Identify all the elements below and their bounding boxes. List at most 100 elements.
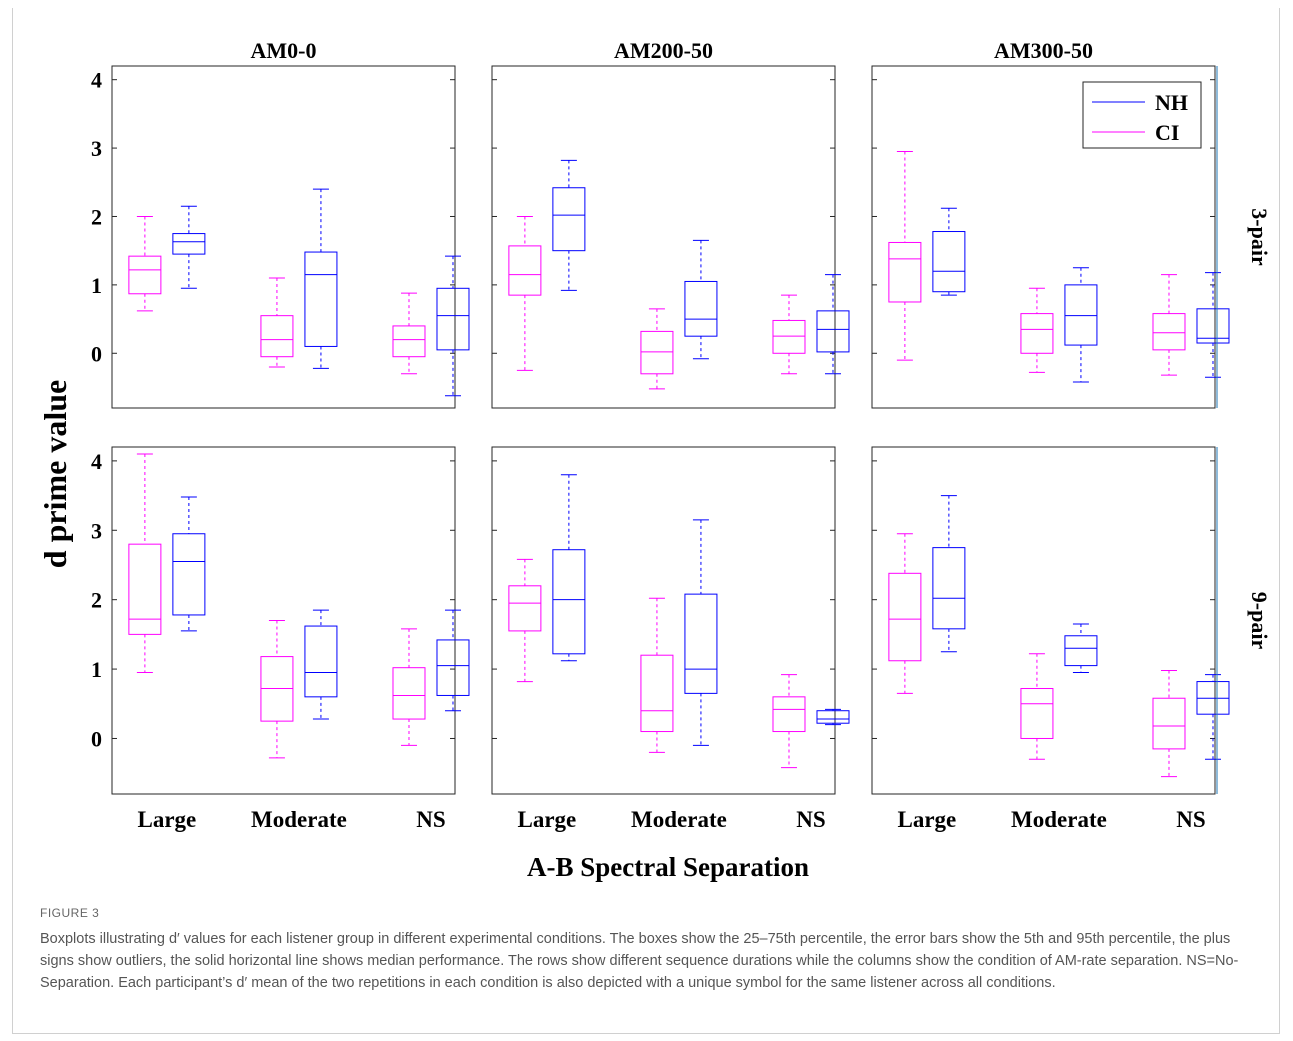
caption-text: Boxplots illustrating d′ values for each… [40,931,1239,992]
panel-border [871,446,1216,795]
box-CI-NS [1152,669,1186,778]
box-iqr [816,710,850,724]
category-label: Moderate [251,807,347,832]
panels-layer: 0 1 2 3 4 AM0-0 AM200-50 AM300-50 3-pair NH CI 0 1 2 3… [91,38,1272,832]
box-NH-Large [172,205,206,289]
panel-AM200-50-3-pair: AM200-50 [491,38,850,409]
box-iqr [1152,697,1186,750]
box-iqr [392,667,426,720]
box-iqr [640,654,674,733]
figure-frame [12,8,1280,1034]
category-label: NS [1176,807,1205,832]
box-CI-NS [392,292,426,375]
box-iqr [888,241,922,303]
box-iqr [1064,284,1098,346]
box-iqr [684,593,718,694]
box-iqr [508,245,542,296]
box-CI-NS [772,294,806,375]
box-NH-NS [436,255,470,397]
y-tick-label: 3 [91,518,102,543]
box-NH-Large [932,495,966,653]
box-iqr [552,187,586,252]
box-iqr [1196,308,1230,344]
y-tick-label: 2 [91,588,102,613]
box-NH-NS [1196,674,1230,760]
category-label: Moderate [631,807,727,832]
x-axis-title: A-B Spectral Separation [527,852,809,882]
figure-caption: FIGURE 3 Boxplots illustrating d′ values… [40,906,1255,994]
box-iqr [816,310,850,353]
legend-label: NH [1155,90,1188,115]
box-CI-Moderate [640,597,674,753]
box-NH-NS [436,609,470,712]
y-tick-label: 0 [91,726,102,751]
category-label: NS [416,807,445,832]
box-CI-Large [888,151,922,361]
y-tick-label: 3 [91,136,102,161]
y-tick-label: 2 [91,204,102,229]
panel-AM200-50-9-pair: Large Moderate NS [491,446,850,832]
panel-border [111,65,456,409]
y-tick-label: 1 [91,657,102,682]
box-NH-Large [172,496,206,632]
box-iqr [172,233,206,255]
box-CI-NS [392,628,426,746]
box-CI-Large [888,533,922,694]
legend: NH CI [1082,81,1202,149]
column-title: AM300-50 [994,38,1093,63]
box-NH-Large [552,474,586,662]
box-iqr [128,543,162,635]
panel-AM300-50-3-pair: AM300-50 3-pair NH CI [871,38,1272,409]
box-NH-Moderate [1064,267,1098,383]
box-iqr [260,315,294,358]
box-iqr [772,319,806,354]
box-iqr [888,572,922,662]
box-CI-Moderate [640,308,674,390]
column-title: AM0-0 [251,38,317,63]
box-iqr [1064,635,1098,667]
box-CI-Large [128,453,162,674]
column-title: AM200-50 [614,38,713,63]
box-iqr [304,251,338,347]
caption-label: FIGURE 3 [40,906,100,920]
box-CI-Moderate [1020,287,1054,373]
box-iqr [640,330,674,375]
y-tick-label: 4 [91,68,102,93]
box-NH-Large [932,207,966,296]
box-NH-NS [816,274,850,375]
category-label: Large [137,807,196,832]
box-NH-Moderate [684,239,718,360]
legend-label: CI [1155,120,1179,145]
box-NH-Moderate [304,188,338,369]
box-CI-Large [128,215,162,312]
box-iqr [436,287,470,351]
box-NH-NS [1196,272,1230,378]
box-iqr [436,639,470,696]
box-iqr [1152,313,1186,351]
legend-box [1082,81,1202,149]
row-label: 9-pair [1247,592,1272,650]
box-CI-NS [1152,274,1186,376]
box-iqr [552,549,586,655]
y-axis-title: d prime value [37,380,73,568]
panel-border [491,446,836,795]
panel-AM300-50-9-pair: Large Moderate NS 9-pair [871,446,1272,832]
panel-AM0-0-3-pair: 0 1 2 3 4 AM0-0 [91,38,470,409]
box-iqr [684,280,718,337]
box-NH-Large [552,159,586,291]
box-NH-Moderate [1064,623,1098,674]
box-iqr [932,547,966,630]
box-CI-Large [508,215,542,371]
box-iqr [508,585,542,632]
panel-border [491,65,836,409]
box-iqr [172,533,206,616]
box-NH-NS [816,708,850,726]
box-iqr [1020,688,1054,739]
box-iqr [304,625,338,698]
y-tick-label: 1 [91,273,102,298]
box-iqr [392,325,426,358]
box-CI-Moderate [260,277,294,368]
box-NH-Moderate [304,609,338,720]
box-iqr [128,255,162,295]
